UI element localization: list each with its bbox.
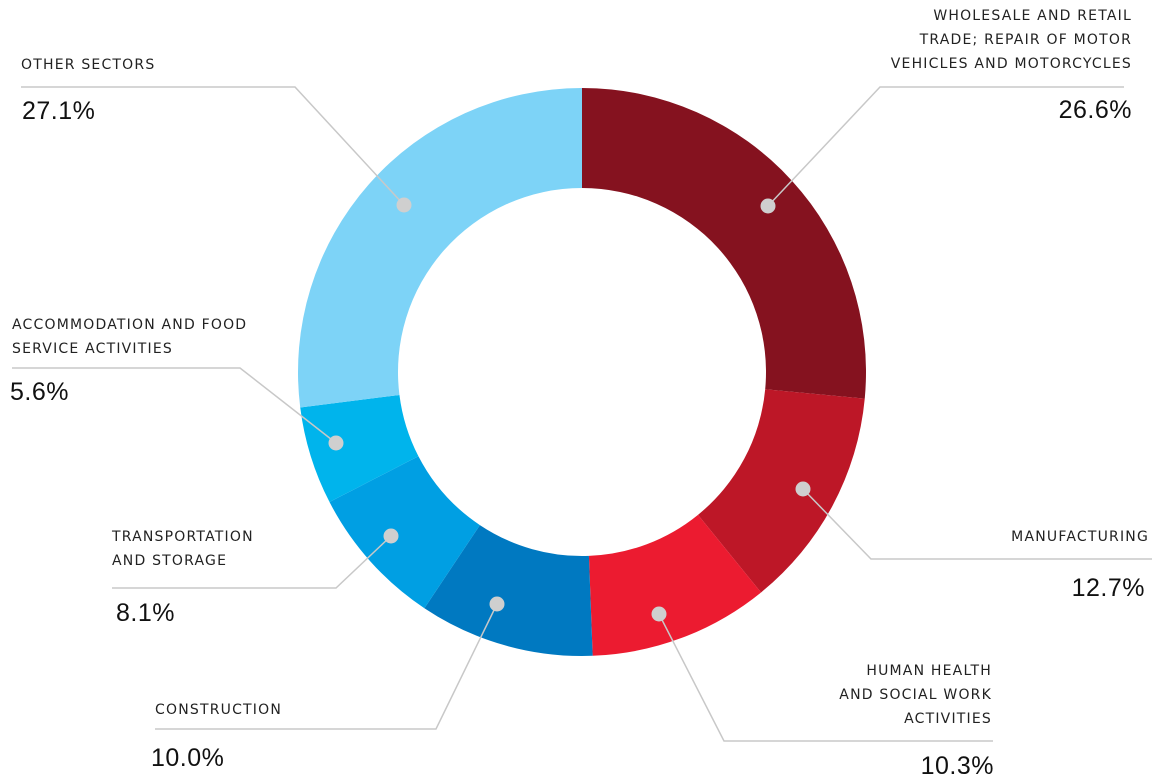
slice-transport <box>329 456 480 609</box>
donut-slices <box>297 88 866 656</box>
label-health-value: 10.3% <box>920 752 994 780</box>
label-wholesale-value: 26.6% <box>1058 96 1132 124</box>
leader-line-health <box>658 613 993 742</box>
slice-manufacturing <box>698 389 865 593</box>
label-accommodation-value: 5.6% <box>10 378 69 406</box>
label-manufacturing-name: MANUFACTURING <box>1011 529 1149 545</box>
marker-dot-manufacturing <box>795 481 811 497</box>
label-construction-name: CONSTRUCTION <box>155 702 283 718</box>
leader-line-construction <box>155 603 498 730</box>
label-health-name: HUMAN HEALTH AND SOCIAL WORK ACTIVITIES <box>839 663 992 727</box>
slice-markers <box>328 197 811 622</box>
slice-construction <box>424 525 593 656</box>
marker-dot-health <box>651 606 667 622</box>
label-other-value: 27.1% <box>22 97 96 125</box>
label-transport-value: 8.1% <box>116 599 175 627</box>
marker-dot-construction <box>489 596 505 612</box>
marker-dot-accommodation <box>328 435 344 451</box>
leader-line-transport <box>112 535 392 589</box>
label-transport-name: TRANSPORTATION AND STORAGE <box>112 529 254 569</box>
leader-line-wholesale <box>767 86 1124 207</box>
leader-line-accommodation <box>12 367 337 444</box>
slice-accommodation <box>300 394 419 503</box>
marker-dot-transport <box>383 528 399 544</box>
leader-line-manufacturing <box>802 488 1152 560</box>
label-other-name: OTHER SECTORS <box>21 57 156 73</box>
label-accommodation-name: ACCOMMODATION AND FOOD SERVICE ACTIVITIE… <box>12 317 248 357</box>
slice-health <box>588 514 762 656</box>
label-wholesale-name: WHOLESALE AND RETAIL TRADE; REPAIR OF MO… <box>890 8 1132 72</box>
label-manufacturing-value: 12.7% <box>1071 574 1145 602</box>
slice-wholesale <box>582 88 866 399</box>
marker-dot-other <box>396 197 412 213</box>
label-construction-value: 10.0% <box>151 744 225 772</box>
leader-line-other <box>21 86 405 206</box>
marker-dot-wholesale <box>760 198 776 214</box>
slice-other <box>297 88 582 408</box>
leader-lines <box>12 86 1152 742</box>
